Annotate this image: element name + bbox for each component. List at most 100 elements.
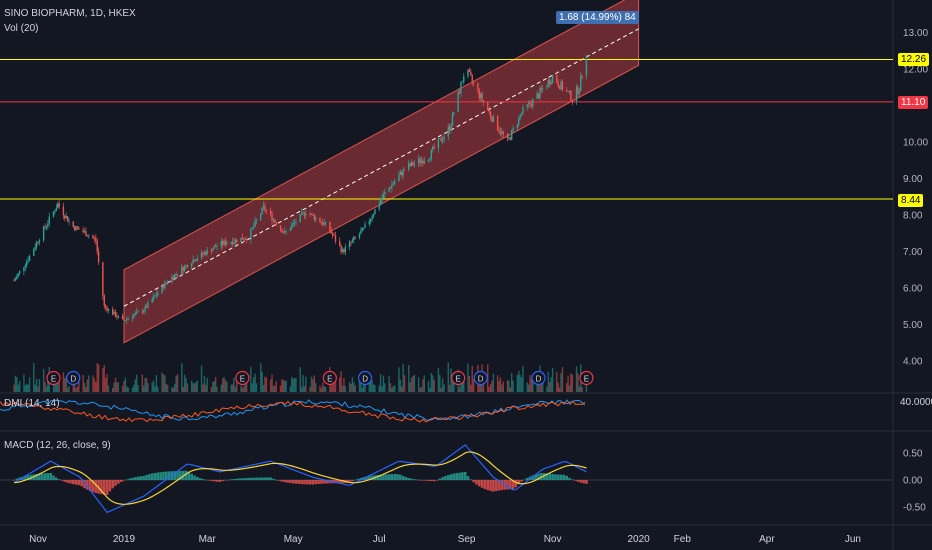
candle-body bbox=[176, 274, 179, 275]
macd-hist-bar bbox=[198, 478, 202, 480]
macd-tick-label: 0.50 bbox=[903, 449, 923, 460]
volume-bar bbox=[216, 386, 218, 392]
macd-hist-bar bbox=[77, 480, 81, 486]
macd-hist-bar bbox=[105, 480, 109, 496]
volume-bar bbox=[433, 379, 435, 392]
macd-hist-bar bbox=[162, 471, 165, 480]
candle-body bbox=[556, 75, 558, 83]
volume-bar bbox=[265, 377, 268, 392]
candle-body bbox=[230, 241, 232, 244]
macd-hist-bar bbox=[565, 475, 568, 480]
candle-body bbox=[381, 198, 383, 201]
candle-body bbox=[292, 223, 294, 226]
candle-body bbox=[391, 184, 393, 189]
regression-channel bbox=[123, 0, 640, 344]
macd-hist-bar bbox=[102, 480, 106, 495]
candle-body bbox=[88, 235, 90, 237]
volume-bar bbox=[226, 381, 228, 392]
volume-bar bbox=[429, 387, 431, 392]
price-tag-11-10: 11.10 bbox=[898, 96, 929, 109]
macd-hist-bar bbox=[356, 478, 360, 480]
event-marker-label: D bbox=[70, 375, 76, 384]
volume-bar bbox=[516, 374, 519, 392]
candle-body bbox=[174, 274, 176, 279]
candle-body bbox=[429, 158, 431, 160]
volume-bar bbox=[496, 375, 499, 392]
volume-bar bbox=[234, 386, 237, 392]
candle-body bbox=[322, 222, 324, 225]
volume-bar bbox=[83, 382, 86, 392]
volume-bar bbox=[185, 378, 187, 392]
volume-bar bbox=[439, 374, 441, 392]
macd-hist-bar bbox=[452, 473, 456, 480]
candle-body bbox=[312, 213, 314, 216]
macd-hist-bar bbox=[489, 480, 492, 491]
dmi-axis-value: 40.0000 bbox=[900, 397, 932, 408]
volume-bar bbox=[471, 366, 473, 392]
volume-bar bbox=[271, 374, 273, 392]
candle-body bbox=[269, 210, 272, 215]
volume-bar bbox=[488, 387, 490, 392]
candle-body bbox=[378, 204, 380, 210]
volume-bar bbox=[427, 380, 430, 392]
volume-bar bbox=[333, 377, 335, 392]
volume-bar bbox=[260, 363, 262, 392]
time-tick-label: Feb bbox=[674, 534, 692, 545]
candle-body bbox=[448, 126, 451, 131]
macd-hist-bar bbox=[430, 480, 433, 482]
volume-bar bbox=[561, 367, 564, 392]
volume-bar bbox=[35, 378, 38, 392]
macd-hist-bar bbox=[153, 472, 157, 480]
measure-tag: 1.68 (14.99%) 84 bbox=[556, 11, 639, 24]
volume-bar bbox=[33, 363, 35, 392]
candle-body bbox=[34, 247, 36, 250]
volume-bar bbox=[420, 386, 423, 392]
macd-hist-bar bbox=[393, 474, 396, 480]
volume-bar bbox=[154, 386, 156, 392]
dividend-marker bbox=[531, 370, 546, 386]
candle-body bbox=[106, 307, 108, 311]
volume-bar bbox=[319, 385, 321, 392]
candle-body bbox=[86, 235, 89, 237]
macd-hist-bar bbox=[472, 480, 475, 483]
macd-hist-bar bbox=[150, 473, 154, 480]
volume-bar bbox=[530, 379, 533, 392]
volume-bar bbox=[123, 380, 125, 392]
candle-body bbox=[28, 255, 31, 261]
candle-body bbox=[334, 235, 337, 242]
volume-bar bbox=[348, 382, 351, 392]
volume-bar bbox=[502, 381, 504, 392]
macd-hist-bar bbox=[291, 480, 295, 484]
candle-body bbox=[532, 98, 534, 107]
candle-body bbox=[482, 100, 485, 103]
macd-hist-bar bbox=[336, 480, 340, 484]
volume-bar bbox=[28, 377, 31, 392]
volume-bar bbox=[364, 383, 366, 392]
candle-body bbox=[402, 169, 404, 176]
macd-hist-bar bbox=[252, 477, 256, 480]
candle-body bbox=[333, 235, 335, 236]
macd-hist-bar bbox=[272, 478, 275, 480]
candle-body bbox=[371, 216, 373, 219]
candle-body bbox=[354, 237, 356, 239]
volume-bar bbox=[399, 379, 402, 392]
volume-bar bbox=[240, 385, 242, 392]
volume-bar bbox=[568, 385, 571, 392]
candle-body bbox=[172, 276, 175, 279]
volume-bar bbox=[512, 380, 514, 392]
macd-hist-bar bbox=[334, 480, 337, 484]
candle-body bbox=[529, 102, 531, 105]
price-tag-8-44: 8.44 bbox=[898, 194, 924, 207]
volume-bar bbox=[181, 363, 183, 392]
macd-histogram bbox=[12, 470, 588, 496]
volume-bar bbox=[468, 376, 471, 392]
candle-body bbox=[339, 241, 341, 246]
volume-bar bbox=[236, 375, 238, 392]
volume-bar bbox=[14, 375, 17, 392]
volume-bar bbox=[537, 384, 540, 392]
dmi-label: DMI (14, 14) bbox=[4, 398, 60, 409]
candle-body bbox=[240, 237, 242, 243]
volume-bar bbox=[557, 382, 559, 392]
volume-bar bbox=[330, 385, 332, 392]
